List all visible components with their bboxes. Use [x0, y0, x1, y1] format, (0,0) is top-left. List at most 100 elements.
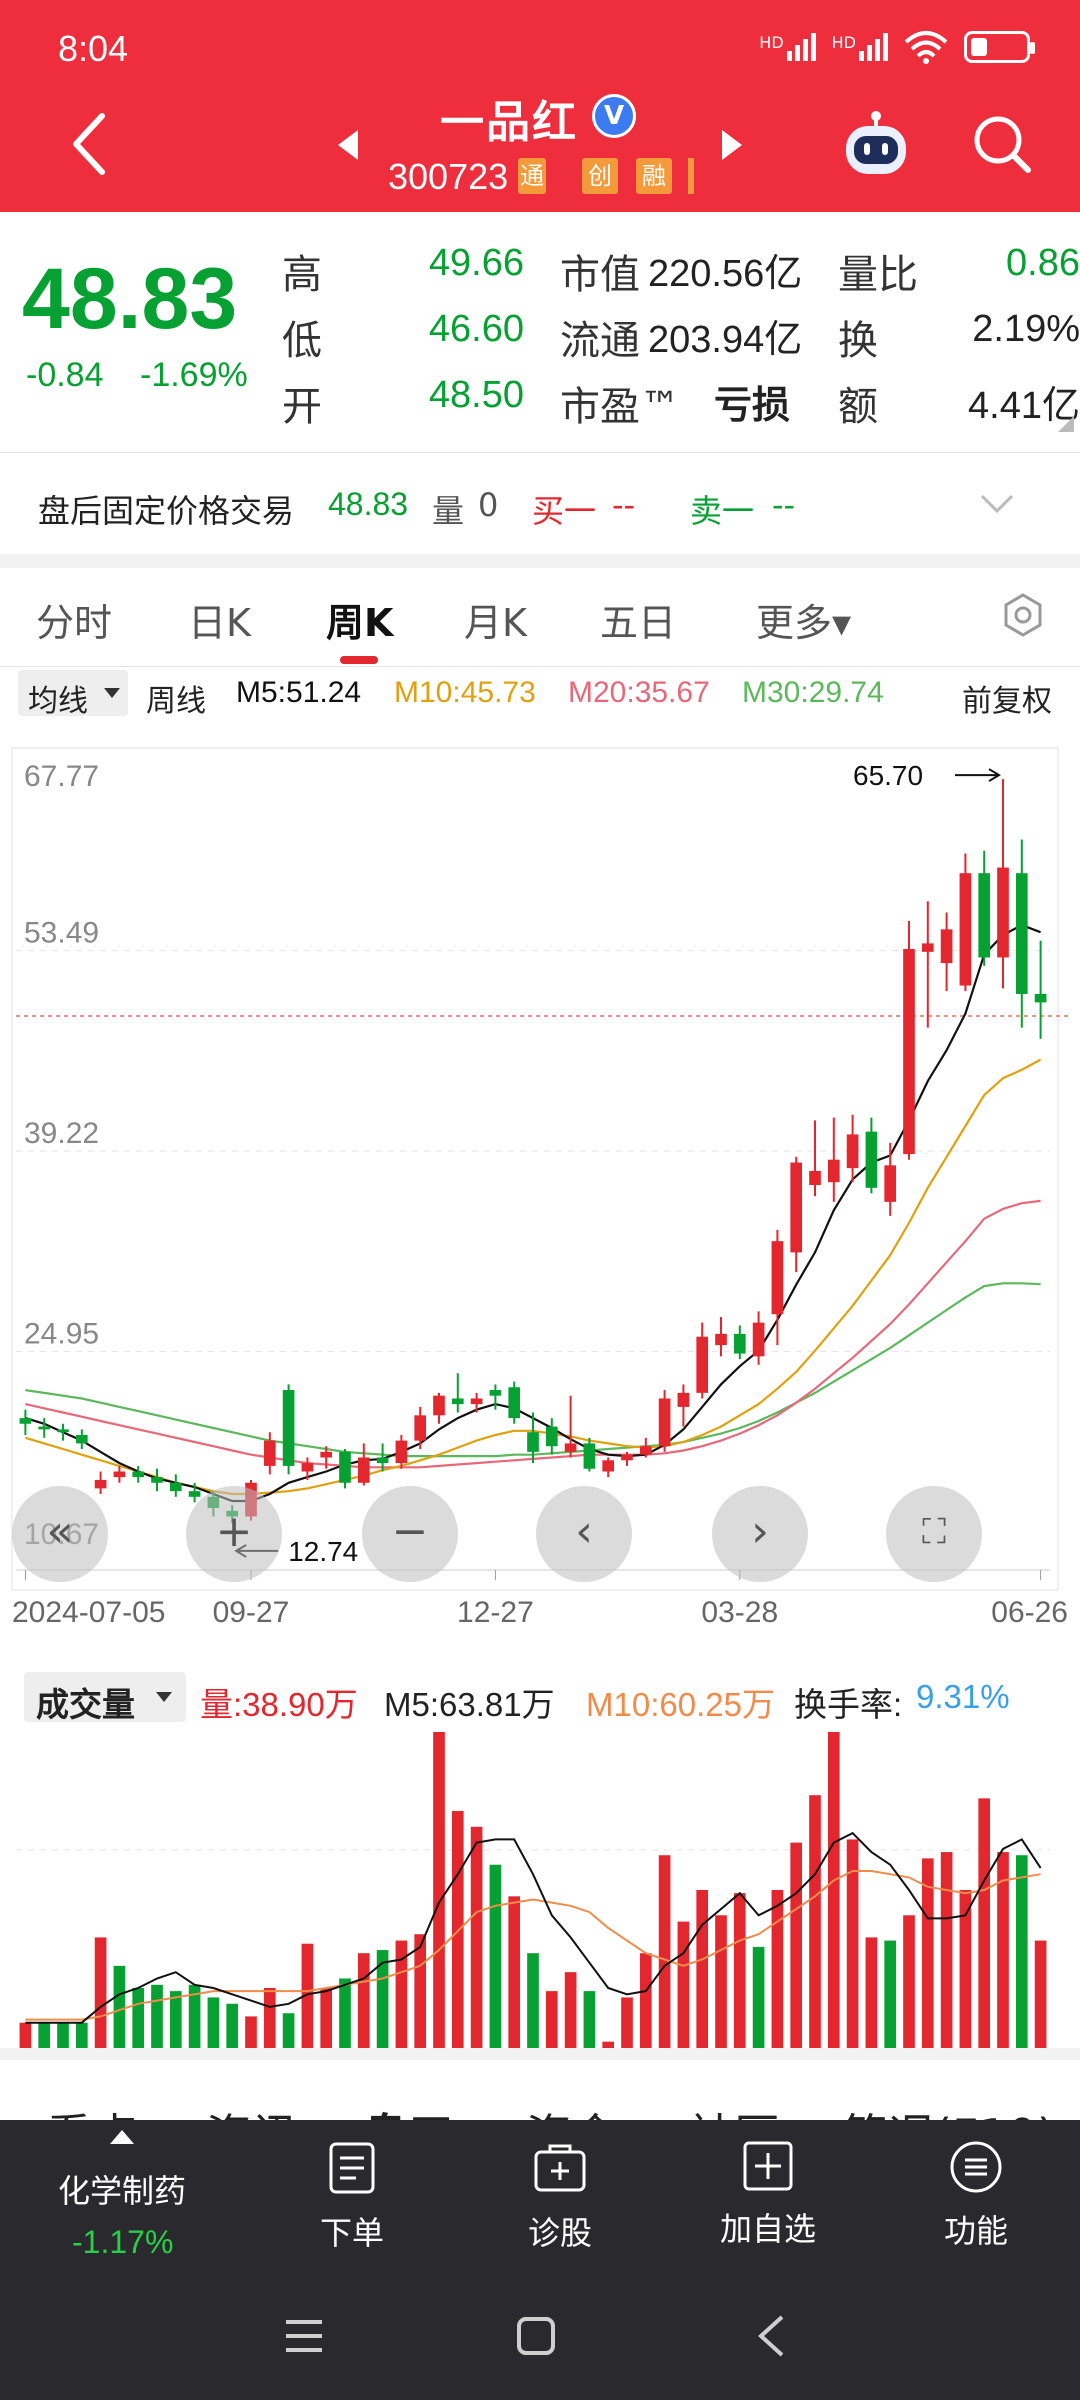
system-back-icon[interactable] [756, 2314, 786, 2358]
volume-bar [1034, 1940, 1047, 2048]
open-label: 开 [282, 384, 322, 430]
dropdown-arrow-icon [104, 688, 120, 698]
volume-bar [997, 1852, 1009, 2048]
tab-daily-k[interactable]: 日K [188, 601, 251, 645]
add-watchlist-label: 加自选 [719, 2210, 816, 2248]
tag-rong: 融 [636, 158, 672, 194]
float-value: 203.94亿 [648, 319, 803, 361]
zoom-out-icon[interactable]: − [362, 1486, 458, 1582]
tab-five-day[interactable]: 五日 [600, 601, 677, 645]
detail-tabs: 看点 资讯 盘口 资金 社区 简况(F10) [0, 2060, 1080, 2120]
candle-body [113, 1471, 126, 1478]
candle-body [790, 1162, 803, 1253]
candle-body [508, 1387, 521, 1419]
add-watchlist-button[interactable]: 加自选 [678, 2140, 858, 2250]
float-label: 流通 [560, 318, 640, 364]
signal-icon-2: HD [832, 33, 888, 61]
status-time: 8:04 [58, 28, 129, 69]
volume-bar [470, 1826, 483, 2048]
system-menu-icon[interactable] [284, 2318, 324, 2354]
candle-body [827, 1159, 840, 1183]
candle-body [771, 1241, 784, 1315]
fullscreen-icon[interactable]: ⛶ [886, 1486, 982, 1582]
chevron-down-icon[interactable] [980, 494, 1014, 514]
volume-bar [188, 1984, 201, 2048]
tag-tong: 通 [518, 158, 546, 194]
ma-period: 周线 [146, 685, 206, 718]
candle-body [997, 867, 1009, 958]
expand-up-icon[interactable] [110, 2130, 134, 2144]
candle-body [132, 1471, 145, 1478]
candle-body [263, 1440, 276, 1466]
mktcap-label: 市值 [560, 252, 640, 298]
volume-indicator-label[interactable]: 成交量 [36, 1686, 135, 1723]
volume-bar [19, 2022, 32, 2048]
search-icon[interactable] [970, 112, 1034, 176]
volume-bar [226, 2003, 239, 2048]
scroll-left-icon[interactable]: ‹ [536, 1486, 632, 1582]
volume-bar [132, 1987, 145, 2048]
tab-order-book[interactable]: 盘口 [362, 2100, 454, 2120]
settings-icon[interactable] [1000, 592, 1046, 638]
after-hours-price: 48.83 [328, 486, 409, 522]
volume-bar [621, 1997, 633, 2048]
volume-bar [113, 1965, 126, 2048]
candle-body [339, 1451, 351, 1483]
tab-f10[interactable]: 简况(F10) [842, 2100, 1055, 2120]
candle-body [715, 1333, 727, 1346]
ma-type[interactable]: 均线 [28, 685, 88, 718]
tab-capital[interactable]: 资金 [526, 2100, 618, 2120]
price-adjust-option[interactable]: 前复权 [962, 685, 1052, 718]
scroll-right-icon[interactable]: › [712, 1486, 808, 1582]
hd-label-1: HD [759, 33, 784, 52]
volume-bar [865, 1937, 878, 2048]
system-home-icon[interactable] [516, 2316, 556, 2356]
order-button[interactable]: 下单 [262, 2140, 442, 2254]
x-tick-label: 09-27 [213, 1596, 290, 1629]
volume-bar [263, 1987, 276, 2048]
dropdown-arrow-icon [156, 1692, 172, 1702]
volume-bar [959, 1890, 972, 2048]
expand-corner-icon[interactable] [1058, 416, 1074, 432]
volume-bar [433, 1732, 445, 2048]
function-button[interactable]: 功能 [886, 2140, 1066, 2252]
candle-body [752, 1322, 765, 1357]
volume-indicator-dropdown[interactable] [24, 1672, 186, 1722]
prev-stock-icon[interactable] [336, 128, 360, 162]
next-stock-icon[interactable] [720, 128, 744, 162]
volume-bar [169, 1991, 182, 2048]
candle-body [188, 1491, 201, 1497]
y-tick-label: 39.22 [24, 1117, 99, 1150]
volume-m5: M5:63.81万 [384, 1686, 555, 1723]
section-gap [0, 2048, 1080, 2062]
tab-community[interactable]: 社区 [688, 2100, 780, 2120]
candle-body [846, 1134, 859, 1169]
candle-body [865, 1131, 878, 1188]
signal-icon-1: HD [759, 33, 816, 61]
zoom-out-fast-icon[interactable]: « [12, 1486, 108, 1582]
volume-bar [451, 1811, 464, 2048]
sector-name[interactable]: 化学制药 [58, 2172, 187, 2210]
tab-fenshi[interactable]: 分时 [36, 601, 113, 645]
zoom-in-icon[interactable]: + [186, 1486, 282, 1582]
candle-body [940, 929, 953, 964]
ma30-value: M30:29.74 [742, 676, 884, 709]
tab-more[interactable]: 更多▾ [756, 601, 852, 645]
verified-badge-icon: V [592, 94, 636, 138]
stock-code: 300723 [388, 156, 509, 197]
volume-bar [921, 1858, 934, 2048]
tab-weekly-k[interactable]: 周K [326, 601, 394, 645]
robot-assistant-icon[interactable] [840, 108, 912, 180]
candle-body [57, 1429, 69, 1433]
tab-monthly-k[interactable]: 月K [464, 601, 527, 645]
tab-highlights[interactable]: 看点 [46, 2100, 138, 2120]
volume-bar [677, 1921, 690, 2048]
volume-bar [940, 1852, 953, 2048]
buy1-value: -- [612, 486, 636, 524]
tab-news[interactable]: 资讯 [206, 2100, 298, 2120]
battery-icon [964, 31, 1035, 63]
diagnose-button[interactable]: 诊股 [470, 2140, 650, 2254]
volume-bar [639, 1953, 652, 2048]
back-icon[interactable] [70, 112, 110, 176]
